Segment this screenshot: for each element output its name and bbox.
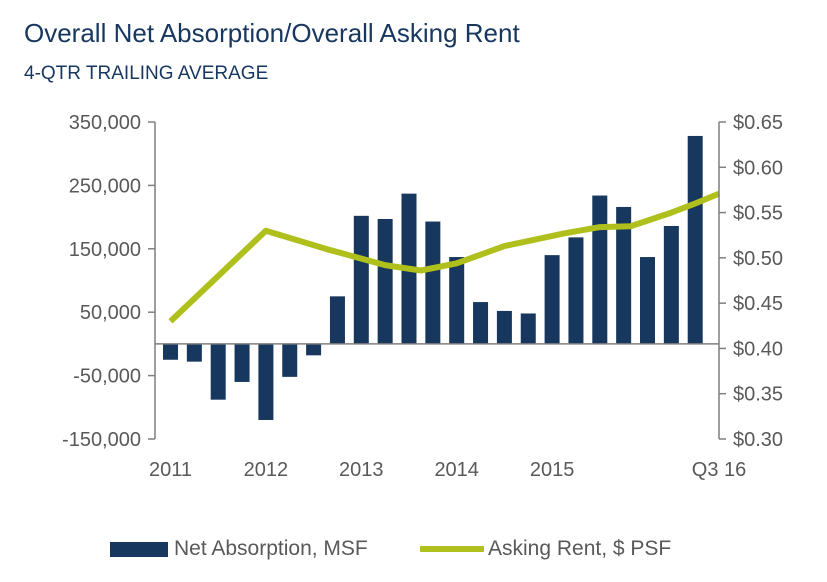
bar-net-absorption: [687, 135, 703, 344]
x-tick-label: 2014: [434, 459, 479, 481]
legend-swatch-bar: [110, 541, 168, 557]
bar-net-absorption: [568, 237, 584, 344]
bar-net-absorption: [449, 257, 465, 344]
bar-net-absorption: [520, 313, 536, 344]
y-right-tick-label: $0.65: [733, 112, 783, 134]
x-tick-label: 2013: [339, 459, 384, 481]
y-right-tick-label: $0.35: [733, 384, 783, 406]
bar-net-absorption: [234, 343, 250, 382]
x-tick-label: 2012: [244, 459, 289, 481]
y-right-tick-label: $0.40: [733, 338, 783, 360]
bar-net-absorption: [329, 296, 345, 344]
chart-title: Overall Net Absorption/Overall Asking Re…: [24, 18, 520, 48]
y-left-tick-label: 150,000: [69, 239, 141, 261]
bar-net-absorption: [640, 257, 655, 344]
y-right-tick-label: $0.55: [733, 203, 783, 225]
bar-net-absorption: [258, 343, 274, 420]
x-tick-label: 2011: [149, 459, 192, 481]
line-asking-rent: [168, 190, 721, 324]
y-right-tick-label: $0.60: [733, 157, 783, 179]
chart-subtitle: 4-QTR TRAILING AVERAGE: [24, 63, 269, 84]
bar-net-absorption: [377, 219, 393, 344]
y-right-tick-label: $0.45: [733, 293, 783, 315]
legend-label: Net Absorption, MSF: [174, 537, 368, 560]
legend-swatch-line: [420, 546, 484, 552]
bar-net-absorption: [353, 215, 369, 344]
bar-net-absorption: [592, 195, 608, 344]
legend-item-net-absorption: Net Absorption, MSF: [110, 534, 368, 564]
x-tick-label: 2015: [530, 459, 575, 481]
bar-net-absorption: [473, 302, 489, 344]
y-left-tick-label: -50,000: [73, 366, 141, 388]
bar-net-absorption: [186, 343, 202, 362]
y-left-tick-label: -150,000: [62, 429, 141, 451]
legend-item-asking-rent: Asking Rent, $ PSF: [420, 534, 671, 564]
bar-net-absorption: [663, 225, 679, 344]
bar-net-absorption: [496, 310, 512, 344]
x-tick-label: Q3 16: [692, 459, 746, 481]
y-left-tick-label: 50,000: [80, 302, 141, 324]
bar-net-absorption: [425, 221, 441, 344]
y-right-tick-label: $0.30: [733, 429, 783, 451]
y-left-tick-label: 350,000: [69, 112, 141, 134]
chart-legend: Net Absorption, MSF Asking Rent, $ PSF: [0, 534, 827, 564]
legend-label: Asking Rent, $ PSF: [488, 537, 672, 560]
bar-net-absorption: [282, 343, 298, 377]
bar-net-absorption: [163, 343, 178, 360]
bar-net-absorption: [616, 206, 632, 344]
y-left-tick-label: 250,000: [69, 175, 141, 197]
bar-net-absorption: [306, 343, 322, 356]
bar-net-absorption: [210, 343, 226, 400]
y-right-tick-label: $0.50: [733, 248, 783, 270]
bar-net-absorption: [544, 255, 560, 344]
